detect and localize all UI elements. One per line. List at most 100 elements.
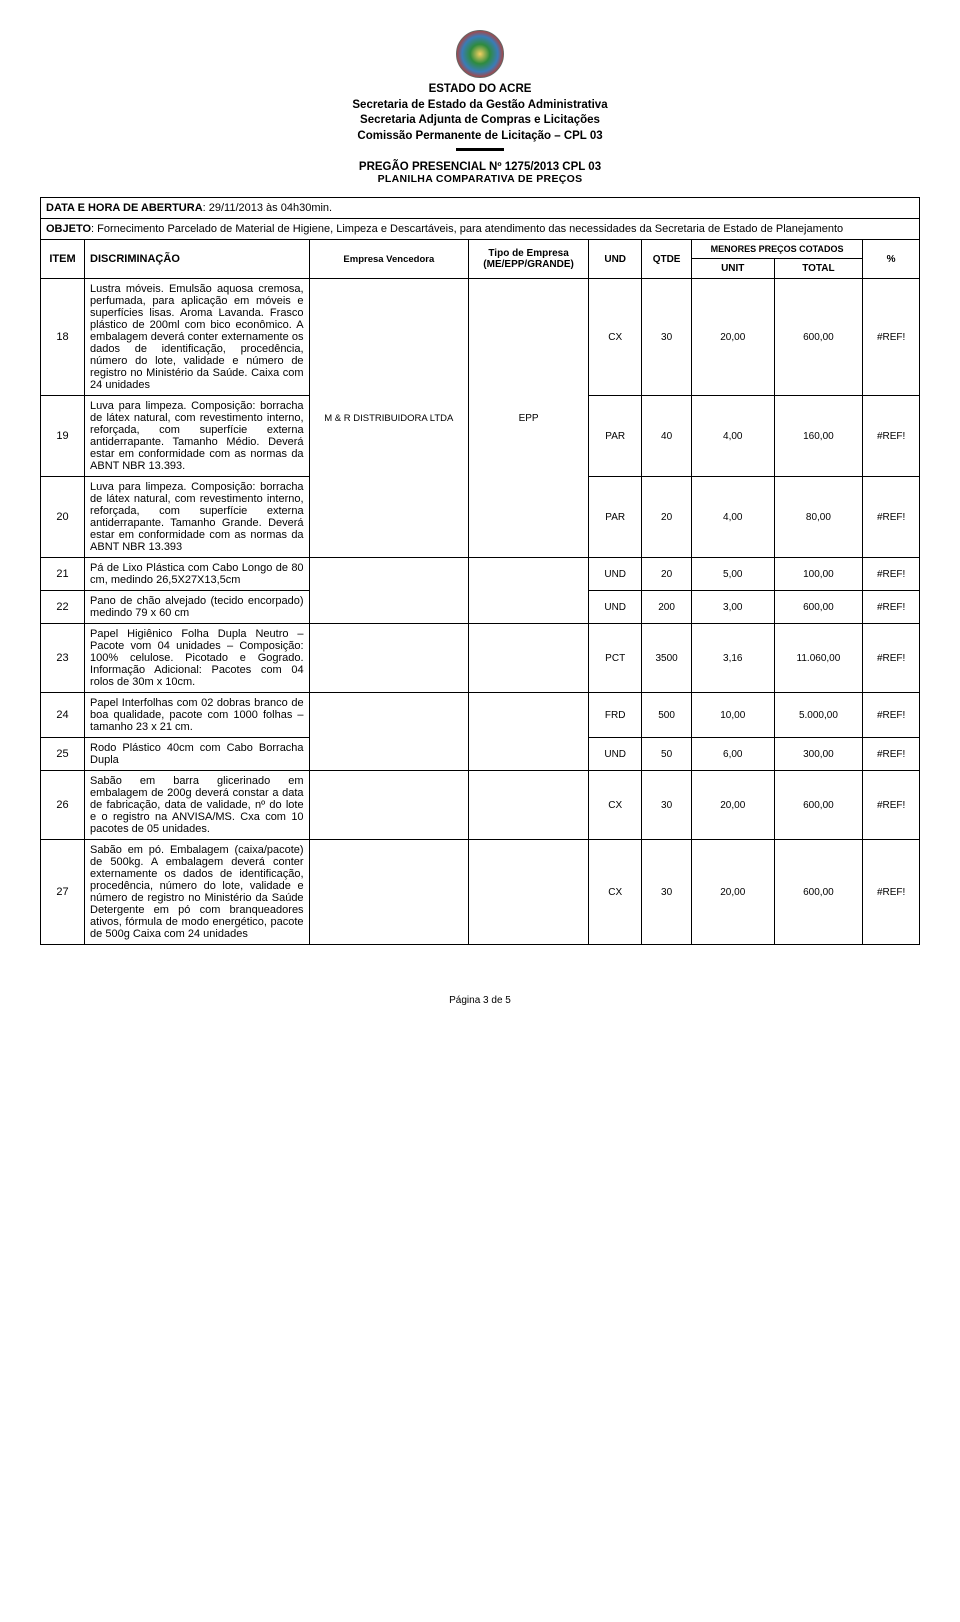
und-cell: CX [589, 840, 642, 945]
total-cell: 11.060,00 [774, 624, 863, 693]
col-emp: Empresa Vencedora [309, 240, 469, 279]
state-seal-icon [456, 30, 504, 78]
vendor-blank [309, 558, 469, 624]
und-cell: UND [589, 591, 642, 624]
item-number: 21 [41, 558, 85, 591]
page-footer: Página 3 de 5 [40, 995, 920, 1006]
table-row: 21 Pá de Lixo Plástica com Cabo Longo de… [41, 558, 920, 591]
item-desc: Pano de chão alvejado (tecido encorpado)… [85, 591, 310, 624]
qtde-cell: 500 [642, 693, 692, 738]
vendor-blank [309, 840, 469, 945]
unit-cell: 20,00 [691, 840, 774, 945]
und-cell: PAR [589, 396, 642, 477]
col-item: ITEM [41, 240, 85, 279]
header-divider [456, 148, 504, 151]
vendor-blank [309, 771, 469, 840]
total-cell: 5.000,00 [774, 693, 863, 738]
item-number: 22 [41, 591, 85, 624]
item-number: 26 [41, 771, 85, 840]
pct-cell: #REF! [863, 279, 920, 396]
vendor-name: M & R DISTRIBUIDORA LTDA [309, 279, 469, 558]
pct-cell: #REF! [863, 477, 920, 558]
qtde-cell: 20 [642, 477, 692, 558]
total-cell: 600,00 [774, 840, 863, 945]
item-desc: Luva para limpeza. Composição: borracha … [85, 396, 310, 477]
pct-cell: #REF! [863, 591, 920, 624]
tipo-blank [469, 624, 589, 693]
col-pct: % [863, 240, 920, 279]
qtde-cell: 30 [642, 279, 692, 396]
qtde-cell: 20 [642, 558, 692, 591]
table-row: 23 Papel Higiênico Folha Dupla Neutro – … [41, 624, 920, 693]
abertura-cell: DATA E HORA DE ABERTURA: 29/11/2013 às 0… [41, 198, 920, 219]
org-line-3: Secretaria Adjunta de Compras e Licitaçõ… [40, 113, 920, 129]
total-cell: 600,00 [774, 591, 863, 624]
org-line-1: ESTADO DO ACRE [40, 82, 920, 98]
table-row: 24 Papel Interfolhas com 02 dobras branc… [41, 693, 920, 738]
item-desc: Sabão em pó. Embalagem (caixa/pacote) de… [85, 840, 310, 945]
unit-cell: 20,00 [691, 279, 774, 396]
unit-cell: 4,00 [691, 396, 774, 477]
pct-cell: #REF! [863, 624, 920, 693]
unit-cell: 5,00 [691, 558, 774, 591]
objeto-label: OBJETO [46, 223, 91, 235]
und-cell: CX [589, 771, 642, 840]
abertura-value: : 29/11/2013 às 04h30min. [203, 202, 332, 214]
item-number: 24 [41, 693, 85, 738]
objeto-cell: OBJETO: Fornecimento Parcelado de Materi… [41, 219, 920, 240]
tipo-blank [469, 771, 589, 840]
und-cell: PCT [589, 624, 642, 693]
pregao-title: PREGÃO PRESENCIAL Nº 1275/2013 CPL 03 [40, 161, 920, 173]
qtde-cell: 3500 [642, 624, 692, 693]
und-cell: UND [589, 738, 642, 771]
pct-cell: #REF! [863, 558, 920, 591]
unit-cell: 4,00 [691, 477, 774, 558]
pct-cell: #REF! [863, 840, 920, 945]
abertura-row: DATA E HORA DE ABERTURA: 29/11/2013 às 0… [41, 198, 920, 219]
item-number: 27 [41, 840, 85, 945]
item-desc: Sabão em barra glicerinado em embalagem … [85, 771, 310, 840]
item-desc: Papel Interfolhas com 02 dobras branco d… [85, 693, 310, 738]
und-cell: PAR [589, 477, 642, 558]
pct-cell: #REF! [863, 771, 920, 840]
col-unit: UNIT [691, 259, 774, 279]
total-cell: 300,00 [774, 738, 863, 771]
vendor-blank [309, 624, 469, 693]
table-row: 26 Sabão em barra glicerinado em embalag… [41, 771, 920, 840]
org-line-4: Comissão Permanente de Licitação – CPL 0… [40, 129, 920, 145]
header-row-1: ITEM DISCRIMINAÇÃO Empresa Vencedora Tip… [41, 240, 920, 259]
table-row: 18 Lustra móveis. Emulsão aquosa cremosa… [41, 279, 920, 396]
objeto-row: OBJETO: Fornecimento Parcelado de Materi… [41, 219, 920, 240]
col-qtde: QTDE [642, 240, 692, 279]
und-cell: CX [589, 279, 642, 396]
item-desc: Rodo Plástico 40cm com Cabo Borracha Dup… [85, 738, 310, 771]
qtde-cell: 50 [642, 738, 692, 771]
unit-cell: 3,16 [691, 624, 774, 693]
item-desc: Papel Higiênico Folha Dupla Neutro – Pac… [85, 624, 310, 693]
tipo-blank [469, 693, 589, 771]
pct-cell: #REF! [863, 738, 920, 771]
total-cell: 100,00 [774, 558, 863, 591]
qtde-cell: 200 [642, 591, 692, 624]
total-cell: 80,00 [774, 477, 863, 558]
total-cell: 600,00 [774, 279, 863, 396]
main-table: DATA E HORA DE ABERTURA: 29/11/2013 às 0… [40, 197, 920, 945]
col-und: UND [589, 240, 642, 279]
unit-cell: 10,00 [691, 693, 774, 738]
item-number: 23 [41, 624, 85, 693]
col-menores: MENORES PREÇOS COTADOS [691, 240, 862, 259]
objeto-text: : Fornecimento Parcelado de Material de … [91, 223, 843, 235]
col-tipo: Tipo de Empresa (ME/EPP/GRANDE) [469, 240, 589, 279]
item-desc: Lustra móveis. Emulsão aquosa cremosa, p… [85, 279, 310, 396]
qtde-cell: 40 [642, 396, 692, 477]
qtde-cell: 30 [642, 840, 692, 945]
pregao-block: PREGÃO PRESENCIAL Nº 1275/2013 CPL 03 PL… [40, 161, 920, 185]
col-disc: DISCRIMINAÇÃO [85, 240, 310, 279]
item-number: 18 [41, 279, 85, 396]
unit-cell: 3,00 [691, 591, 774, 624]
document-page: ESTADO DO ACRE Secretaria de Estado da G… [0, 0, 960, 1046]
table-row: 27 Sabão em pó. Embalagem (caixa/pacote)… [41, 840, 920, 945]
pct-cell: #REF! [863, 693, 920, 738]
abertura-label: DATA E HORA DE ABERTURA [46, 202, 203, 214]
tipo-blank [469, 558, 589, 624]
